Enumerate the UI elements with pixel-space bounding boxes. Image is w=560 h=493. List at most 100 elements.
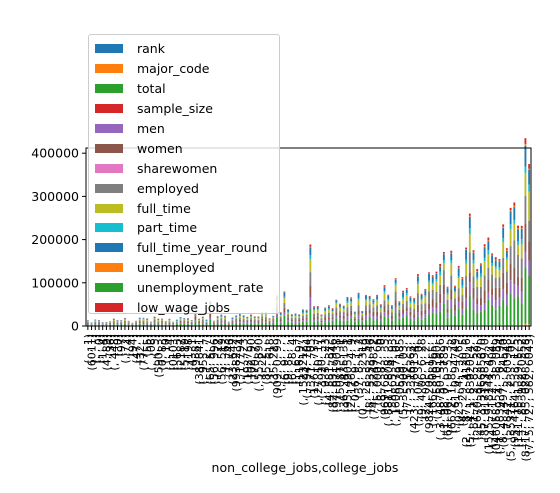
bar-segment <box>279 312 282 315</box>
bar-segment <box>305 319 308 322</box>
x-tick-label: (7, 5, 72, , 582, 6043) <box>523 334 536 455</box>
bar-segment <box>183 321 186 323</box>
bar-segment <box>124 320 126 323</box>
bar-segment <box>472 263 475 277</box>
bar-segment <box>116 320 119 321</box>
bar-segment <box>142 318 145 319</box>
bar-segment <box>413 314 416 318</box>
bar-segment <box>365 294 367 296</box>
bar-segment <box>175 323 178 324</box>
x-tick-label: (4, 581, 37, ) <box>323 334 336 406</box>
bar-segment <box>416 274 419 276</box>
bar-segment <box>213 324 215 326</box>
bar-segment <box>253 319 256 322</box>
bar-segment <box>164 324 167 325</box>
x-tick-label: (0, 83) <box>156 334 169 371</box>
bar-segment <box>161 318 163 320</box>
bar-segment <box>283 292 286 297</box>
bar-segment <box>220 318 223 321</box>
bar-segment <box>246 323 249 326</box>
bar-segment <box>480 286 482 298</box>
bar-segment <box>287 312 290 315</box>
bar-segment <box>387 304 390 310</box>
x-tick-label: (, 448) <box>108 334 121 371</box>
bar-segment <box>468 272 471 283</box>
bar-segment <box>450 275 453 290</box>
x-tick-label: (7, 5, 52, , , , ) <box>401 334 414 413</box>
bar-segment <box>391 312 393 316</box>
bar-segment <box>224 319 226 322</box>
x-tick-label: (909, 0, 99) <box>271 334 284 399</box>
bar-segment <box>238 315 241 318</box>
bar-segment <box>435 302 438 309</box>
bar-segment <box>313 317 315 320</box>
bar-segment <box>446 299 449 309</box>
bar-segment <box>149 322 152 324</box>
bar-segment <box>416 293 419 305</box>
bar-segment <box>86 321 89 323</box>
bar-segment <box>487 254 490 268</box>
bar-segment <box>416 304 419 313</box>
bar-segment <box>413 320 416 326</box>
bar-segment <box>513 207 516 220</box>
x-tick-label: (023, , 4, , , , 6, ) <box>453 334 466 427</box>
legend-swatch <box>95 223 123 233</box>
bar-segment <box>439 311 442 326</box>
bar-segment <box>112 321 115 323</box>
bar-segment <box>379 308 382 313</box>
bar-segment <box>498 270 501 278</box>
bar-segment <box>509 280 512 294</box>
x-tick-label: (8, 4, , 497, , 24520) <box>497 334 510 448</box>
bar-segment <box>283 312 286 316</box>
bar-segment <box>302 312 304 314</box>
bar-segment <box>450 289 453 300</box>
x-tick-label: (8, , 5353, 46) <box>364 334 377 413</box>
bar-segment <box>394 285 397 292</box>
bar-segment <box>190 323 193 325</box>
legend-label: men <box>137 121 165 136</box>
x-tick-label: (, , , , , , , ) <box>275 334 288 392</box>
bar-segment <box>146 324 149 326</box>
bar-segment <box>190 320 193 321</box>
bar-segment <box>520 228 523 240</box>
bar-segment <box>480 263 482 265</box>
bar-segment <box>127 321 130 323</box>
x-tick-label: (5, , 35371, , 23, , , 0, ) <box>505 334 518 462</box>
bar-segment <box>524 166 527 173</box>
bar-segment <box>227 323 230 325</box>
x-tick-label: (5, 3, 900, 03, ) <box>397 334 410 420</box>
bar-segment <box>279 314 282 316</box>
bar-segment <box>517 285 519 296</box>
bar-segment <box>472 252 475 260</box>
bar-segment <box>483 257 486 261</box>
bar-segment <box>290 321 293 323</box>
bar-segment <box>224 317 226 318</box>
bar-segment <box>376 294 379 296</box>
bar-segment <box>350 305 353 311</box>
bar-segment <box>131 323 134 325</box>
bar-segment <box>524 223 527 252</box>
bar-segment <box>198 319 201 321</box>
bar-segment <box>376 296 379 300</box>
bar-segment <box>513 325 516 326</box>
bar-segment <box>157 320 160 322</box>
bar-segment <box>372 304 375 308</box>
bar-segment <box>220 320 223 322</box>
bar-segment <box>513 298 516 326</box>
bar-segment <box>472 287 475 299</box>
bar-segment <box>461 277 464 279</box>
bar-segment <box>335 302 338 304</box>
bar-segment <box>168 324 171 326</box>
bar-segment <box>461 278 464 279</box>
bar-segment <box>413 317 416 321</box>
bar-segment <box>339 306 341 308</box>
x-tick-label: (, , , , 07, 3, , 0, ) <box>412 334 425 427</box>
bar-segment <box>368 297 371 300</box>
bar-segment <box>235 315 238 317</box>
bar-segment <box>268 320 271 323</box>
bar-segment <box>439 275 442 285</box>
bar-segment <box>528 168 531 170</box>
bar-segment <box>457 308 460 326</box>
legend-label: total <box>137 81 166 97</box>
bar-segment <box>376 311 379 316</box>
